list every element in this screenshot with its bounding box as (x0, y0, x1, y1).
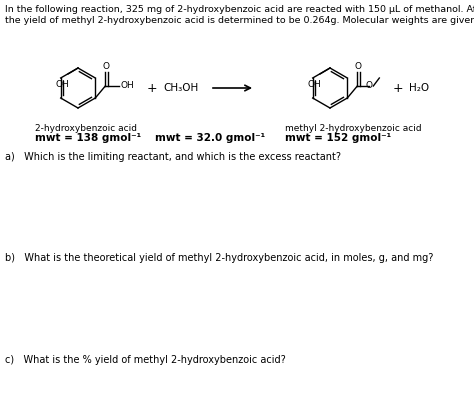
Text: the yield of methyl 2-hydroxybenzoic acid is determined to be 0.264g. Molecular : the yield of methyl 2-hydroxybenzoic aci… (5, 16, 474, 25)
Text: In the following reaction, 325 mg of 2-hydroxybenzoic acid are reacted with 150 : In the following reaction, 325 mg of 2-h… (5, 5, 474, 14)
Text: +: + (146, 81, 157, 95)
Text: OH: OH (120, 81, 134, 90)
Text: O: O (366, 81, 373, 90)
Text: OH: OH (55, 80, 69, 89)
Text: +: + (392, 81, 403, 95)
Text: 2-hydroxybenzoic acid: 2-hydroxybenzoic acid (35, 124, 137, 133)
Text: a)   Which is the limiting reactant, and which is the excess reactant?: a) Which is the limiting reactant, and w… (5, 152, 341, 162)
Text: mwt = 32.0 gmol⁻¹: mwt = 32.0 gmol⁻¹ (155, 133, 265, 143)
Text: mwt = 138 gmol⁻¹: mwt = 138 gmol⁻¹ (35, 133, 141, 143)
Text: CH₃OH: CH₃OH (163, 83, 198, 93)
Text: O: O (355, 62, 362, 71)
Text: b)   What is the theoretical yield of methyl 2-hydroxybenzoic acid, in moles, g,: b) What is the theoretical yield of meth… (5, 253, 433, 263)
Text: H₂O: H₂O (409, 83, 429, 93)
Text: OH: OH (307, 80, 321, 89)
Text: methyl 2-hydroxybenzoic acid: methyl 2-hydroxybenzoic acid (285, 124, 422, 133)
Text: O: O (103, 62, 110, 71)
Text: mwt = 152 gmol⁻¹: mwt = 152 gmol⁻¹ (285, 133, 391, 143)
Text: c)   What is the % yield of methyl 2-hydroxybenzoic acid?: c) What is the % yield of methyl 2-hydro… (5, 355, 286, 365)
